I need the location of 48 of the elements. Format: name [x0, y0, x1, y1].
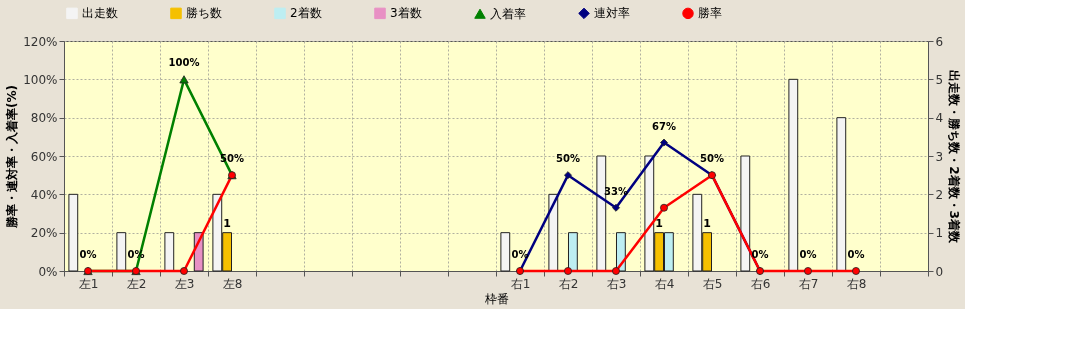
data-label: 1	[655, 216, 663, 230]
x-tick-label: 右3	[606, 276, 627, 291]
y2-tick-label: 2	[935, 187, 944, 202]
x-tick-label: 右2	[558, 276, 579, 291]
data-label: 1	[223, 216, 231, 230]
data-label: 0%	[511, 249, 529, 260]
data-label: 0%	[79, 249, 97, 260]
x-tick-label: 左1	[78, 276, 99, 291]
y2-tick-label: 3	[935, 149, 944, 164]
y2-tick-label: 1	[935, 226, 944, 241]
x-tick-label: 右6	[750, 276, 771, 291]
legend-label: 勝率	[698, 6, 722, 21]
x-tick-label: 右8	[846, 276, 867, 291]
y2-tick-label: 6	[935, 34, 944, 49]
y2-tick-label: 5	[935, 72, 944, 87]
data-label: 0%	[847, 249, 865, 260]
legend-label: 入着率	[490, 6, 526, 21]
y-tick-label: 60%	[30, 149, 58, 164]
y2-axis-title: 出走数・勝ち数・2着数・3着数	[947, 70, 962, 244]
y-tick-label: 120%	[23, 34, 58, 49]
data-label: 0%	[751, 249, 769, 260]
legend-label: 2着数	[290, 6, 322, 21]
x-tick-label: 左8	[222, 276, 243, 291]
x-tick-label: 左3	[174, 276, 195, 291]
y-axis-title: 勝率・連対率・入着率(%)	[5, 85, 20, 229]
y2-tick-label: 4	[935, 111, 944, 126]
legend-label: 出走数	[82, 6, 118, 21]
x-tick-label: 右5	[702, 276, 723, 291]
data-label: 1	[703, 216, 711, 230]
y2-tick-label: 0	[935, 264, 944, 279]
legend-label: 連対率	[594, 6, 630, 21]
x-tick-label: 右1	[510, 276, 531, 291]
y-tick-label: 40%	[30, 187, 58, 202]
data-label: 100%	[168, 57, 200, 69]
data-label: 50%	[700, 153, 724, 165]
y-tick-label: 80%	[30, 111, 58, 126]
y-tick-label: 0%	[38, 264, 58, 279]
data-label: 0%	[799, 249, 817, 260]
x-tick-label: 右4	[654, 276, 675, 291]
y-tick-label: 20%	[30, 226, 58, 241]
x-tick-label: 右7	[798, 276, 819, 291]
legend-label: 3着数	[390, 6, 422, 21]
x-tick-label: 左2	[126, 276, 147, 291]
data-label: 50%	[556, 153, 580, 165]
data-label: 67%	[652, 120, 676, 132]
legend-label: 勝ち数	[186, 6, 222, 21]
x-axis-title: 枠番	[483, 291, 509, 306]
y-tick-label: 100%	[23, 72, 58, 87]
